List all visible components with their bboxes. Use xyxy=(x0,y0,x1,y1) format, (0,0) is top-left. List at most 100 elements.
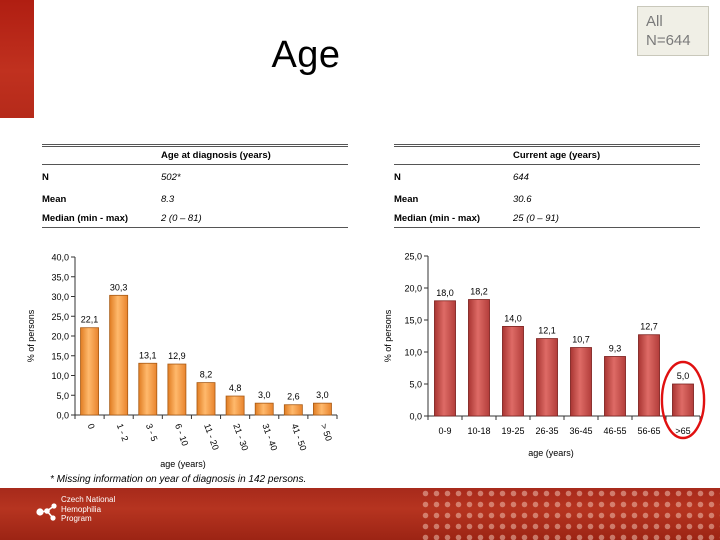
bar-10-18 xyxy=(468,299,490,417)
y-tick-label: 20,0 xyxy=(51,332,69,342)
bar-46-55 xyxy=(604,356,626,417)
data-label: 12,9 xyxy=(168,351,186,361)
x-tick-label: 11 - 20 xyxy=(202,422,221,451)
row-label-n: N xyxy=(394,172,401,183)
slide-title: Age xyxy=(271,34,341,76)
x-tick-label: 46-55 xyxy=(603,426,626,436)
corner-accent xyxy=(0,0,34,118)
data-label: 10,7 xyxy=(572,335,590,345)
x-tick-label: 10-18 xyxy=(467,426,490,436)
badge-line-1: All xyxy=(646,13,663,30)
badge-line-2: N=644 xyxy=(646,32,691,49)
table-header: Current age (years) xyxy=(513,150,601,161)
table-rule-mid xyxy=(42,164,348,165)
y-tick-label: 20,0 xyxy=(404,284,422,294)
x-tick-label: 0-9 xyxy=(438,426,451,436)
bar-3-5 xyxy=(138,362,158,416)
bar-31-40 xyxy=(254,402,274,416)
row-value-median: 2 (0 – 81) xyxy=(161,213,202,224)
x-tick-label: >65 xyxy=(675,426,690,436)
x-tick-label: 19-25 xyxy=(501,426,524,436)
y-tick-label: 30,0 xyxy=(51,292,69,302)
data-label: 12,7 xyxy=(640,322,658,332)
highlight-ring xyxy=(660,360,706,440)
y-tick-label: 35,0 xyxy=(51,272,69,282)
x-tick-label: 0 xyxy=(86,422,97,430)
data-label: 3,0 xyxy=(316,390,329,400)
row-value-n: 502* xyxy=(161,172,181,183)
y-axis-title: % of persons xyxy=(383,309,393,362)
chart-current-age: 0,0 5,0 10,0 15,0 20,0 25,0 18,0 0-9 18,2 10-18 14… xyxy=(383,252,706,458)
table-rule-top xyxy=(394,144,700,147)
x-tick-label: 36-45 xyxy=(569,426,592,436)
bar--50 xyxy=(313,402,332,416)
row-label-mean: Mean xyxy=(42,194,67,205)
data-label: 9,3 xyxy=(609,343,622,353)
row-label-mean: Mean xyxy=(394,194,419,205)
x-axis-title: age (years) xyxy=(528,448,574,458)
data-label: 8,2 xyxy=(200,370,213,380)
table-rule-mid xyxy=(394,164,700,165)
data-label: 14,0 xyxy=(504,313,522,323)
logo-line-2: Hemophilia xyxy=(61,504,102,514)
bar-19-25 xyxy=(502,325,524,417)
population-badge: All N=644 xyxy=(637,6,709,56)
row-value-mean: 30.6 xyxy=(513,194,532,205)
y-tick-label: 25,0 xyxy=(404,252,422,262)
bar--65 xyxy=(672,383,694,417)
y-tick-label: 15,0 xyxy=(51,351,69,361)
footer-dot-pattern xyxy=(420,488,720,540)
table-age-at-diagnosis: Age at diagnosis (years) N 502* Mean 8.3… xyxy=(42,144,348,232)
data-label: 18,2 xyxy=(470,287,488,297)
table-rule-bottom xyxy=(394,227,700,228)
table-current-age: Current age (years) N 644 Mean 30.6 Medi… xyxy=(394,144,700,232)
bar-41-50 xyxy=(283,404,303,416)
x-tick-label: 26-35 xyxy=(535,426,558,436)
y-tick-label: 0,0 xyxy=(409,412,422,422)
row-label-median: Median (min - max) xyxy=(42,213,129,224)
logo-line-1: Czech National xyxy=(61,495,116,504)
y-tick-label: 10,0 xyxy=(51,371,69,381)
logo-line-3: Program xyxy=(61,514,92,523)
table-rule-top xyxy=(42,144,348,147)
y-tick-label: 5,0 xyxy=(56,391,69,401)
x-axis-title: age (years) xyxy=(160,459,206,469)
footnote: * Missing information on year of diagnos… xyxy=(50,474,307,485)
data-label: 13,1 xyxy=(139,350,157,360)
bar-11-20 xyxy=(196,382,216,416)
row-value-mean: 8.3 xyxy=(161,194,175,205)
footer-bar: Czech National Hemophilia Program xyxy=(0,488,720,540)
x-tick-label: 3 - 5 xyxy=(144,422,160,442)
data-label: 22,1 xyxy=(81,315,99,325)
y-tick-label: 25,0 xyxy=(51,312,69,322)
x-tick-label: 56-65 xyxy=(637,426,660,436)
y-tick-label: 15,0 xyxy=(404,316,422,326)
table-header: Age at diagnosis (years) xyxy=(161,150,271,161)
chart-age-at-diagnosis: 0,0 5,0 10,0 15,0 20,0 25,0 30,0 35,0 40,0 22,1 0 3… xyxy=(26,253,338,469)
data-label: 12,1 xyxy=(538,326,556,336)
bar-6-10 xyxy=(167,363,187,416)
table-rule-bottom xyxy=(42,227,348,228)
x-tick-label: 21 - 30 xyxy=(231,422,250,452)
hemophilia-logo-icon xyxy=(36,503,57,521)
data-label: 30,3 xyxy=(110,282,128,292)
bar-1-2 xyxy=(109,294,129,416)
x-tick-label: 31 - 40 xyxy=(260,422,279,452)
y-tick-label: 40,0 xyxy=(51,253,69,263)
bar-36-45 xyxy=(570,347,592,417)
bar-21-30 xyxy=(225,395,245,416)
data-label: 4,8 xyxy=(229,383,242,393)
row-value-n: 644 xyxy=(513,172,529,183)
x-tick-label: 6 - 10 xyxy=(173,422,190,447)
logo-text: Czech National Hemophilia Program xyxy=(61,495,115,524)
bar-0-9 xyxy=(434,300,456,417)
bar-26-35 xyxy=(536,338,558,417)
data-label: 2,6 xyxy=(287,392,300,402)
row-label-median: Median (min - max) xyxy=(394,213,481,224)
y-tick-label: 10,0 xyxy=(404,348,422,358)
x-tick-label: 1 - 2 xyxy=(115,422,131,442)
row-label-n: N xyxy=(42,172,49,183)
data-label: 3,0 xyxy=(258,390,271,400)
data-label: 5,0 xyxy=(677,371,690,381)
